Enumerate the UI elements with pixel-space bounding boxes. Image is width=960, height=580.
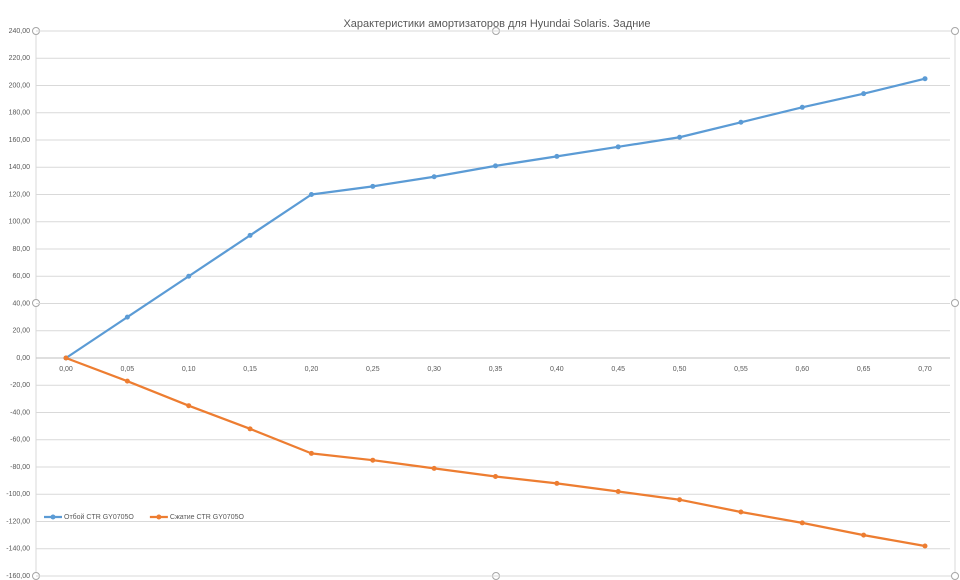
y-tick-label: 20,00 xyxy=(12,328,30,335)
y-tick-label: 80,00 xyxy=(12,246,30,253)
data-point xyxy=(124,378,130,384)
y-tick-label: 40,00 xyxy=(12,300,30,307)
x-tick-label: 0,20 xyxy=(305,366,319,373)
x-tick-label: 0,65 xyxy=(857,366,871,373)
y-tick-label: -120,00 xyxy=(6,518,30,525)
data-point xyxy=(431,174,437,180)
data-point xyxy=(615,489,621,495)
x-tick-label: 0,15 xyxy=(243,366,257,373)
data-point xyxy=(186,273,192,279)
data-point xyxy=(431,465,437,471)
y-tick-label: 240,00 xyxy=(9,28,31,35)
legend-marker xyxy=(50,514,56,520)
data-point xyxy=(247,426,253,432)
data-point xyxy=(677,134,683,140)
y-tick-label: 140,00 xyxy=(9,164,31,171)
data-point xyxy=(861,532,867,538)
data-point xyxy=(861,91,867,97)
x-tick-label: 0,10 xyxy=(182,366,196,373)
data-point xyxy=(738,509,744,515)
data-point xyxy=(493,163,498,169)
y-tick-label: 100,00 xyxy=(9,219,31,226)
y-tick-label: 180,00 xyxy=(9,110,31,117)
data-point xyxy=(799,520,805,526)
legend-marker xyxy=(156,514,162,520)
data-point xyxy=(247,232,253,238)
y-tick-label: -160,00 xyxy=(6,573,30,580)
x-tick-label: 0,45 xyxy=(611,366,625,373)
y-tick-label: -20,00 xyxy=(10,382,30,389)
y-tick-label: 220,00 xyxy=(9,55,31,62)
x-tick-label: 0,60 xyxy=(795,366,809,373)
chart-title: Характеристики амортизаторов для Hyundai… xyxy=(343,18,650,30)
data-point xyxy=(370,183,376,189)
series-line xyxy=(65,77,926,359)
x-tick-label: 0,70 xyxy=(918,366,932,373)
y-tick-label: 120,00 xyxy=(9,191,31,198)
data-point xyxy=(308,450,314,456)
y-tick-label: -100,00 xyxy=(6,491,30,498)
data-point xyxy=(922,76,928,82)
data-point xyxy=(493,474,498,480)
data-point xyxy=(370,457,376,463)
y-tick-label: -140,00 xyxy=(6,546,30,553)
data-point xyxy=(738,119,744,125)
x-tick-label: 0,00 xyxy=(59,366,73,373)
y-tick-label: 200,00 xyxy=(9,82,31,89)
legend-label: Отбой CTR GY0705O xyxy=(64,513,134,521)
data-point xyxy=(186,403,192,409)
data-point xyxy=(677,497,683,503)
data-point xyxy=(799,104,805,110)
data-point xyxy=(554,153,560,159)
legend-label: Сжатие CTR GY0705O xyxy=(170,514,245,521)
y-tick-label: -60,00 xyxy=(10,437,30,444)
x-tick-label: 0,50 xyxy=(673,366,687,373)
data-point xyxy=(124,314,130,320)
x-tick-label: 0,40 xyxy=(550,366,564,373)
x-tick-label: 0,35 xyxy=(489,366,503,373)
y-tick-label: 60,00 xyxy=(12,273,30,280)
data-point xyxy=(308,192,314,197)
x-tick-label: 0,55 xyxy=(734,366,748,373)
data-point xyxy=(63,355,69,361)
y-tick-label: -40,00 xyxy=(10,409,30,416)
data-point xyxy=(615,144,621,150)
x-tick-label: 0,05 xyxy=(121,366,135,373)
x-tick-label: 0,25 xyxy=(366,366,380,373)
y-tick-label: -80,00 xyxy=(10,464,30,471)
x-tick-label: 0,30 xyxy=(427,366,441,373)
y-tick-label: 160,00 xyxy=(9,137,31,144)
data-point xyxy=(922,543,928,549)
y-tick-label: 0,00 xyxy=(16,355,30,362)
data-point xyxy=(554,480,560,486)
